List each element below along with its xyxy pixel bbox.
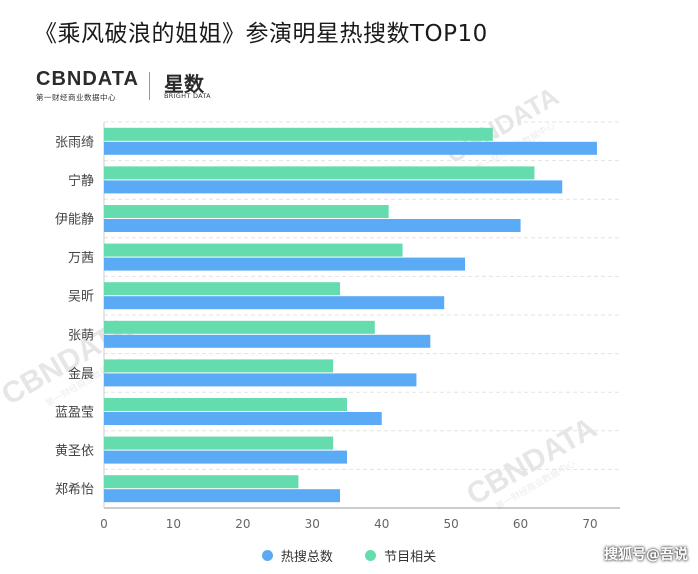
category-label: 郑希怡 (55, 483, 94, 498)
legend-item-total[interactable]: 热搜总数 (261, 546, 333, 565)
category-label: 黄圣依 (55, 444, 94, 459)
bar-program (104, 359, 334, 373)
category-label: 蓝盈莹 (55, 406, 94, 421)
legend-label-program: 节目相关 (384, 550, 437, 565)
bar-total (104, 334, 431, 348)
x-tick-label: 60 (513, 517, 528, 531)
x-tick-label: 50 (444, 517, 459, 531)
legend-label-total: 热搜总数 (280, 550, 333, 565)
bar-total (104, 412, 382, 425)
source-watermark: 搜狐号@吾说 (604, 547, 688, 563)
category-label: 伊能静 (55, 213, 94, 228)
category-label: 张萌 (68, 328, 94, 343)
bar-program (104, 398, 347, 411)
category-label: 宁静 (68, 173, 94, 189)
legend-swatch-total (261, 550, 273, 561)
bar-program (104, 127, 493, 141)
category-label: 金晨 (68, 366, 94, 382)
x-tick-label: 70 (582, 517, 597, 531)
logo-brand-sub: 第一财经商业数据中心 (36, 93, 116, 102)
bar-program (104, 205, 389, 218)
bar-total (104, 296, 445, 310)
category-label: 张雨绮 (55, 135, 94, 150)
legend-item-program[interactable]: 节目相关 (365, 546, 436, 565)
legend-swatch-program (365, 550, 377, 561)
logo-divider (149, 72, 150, 100)
category-label: 万茜 (68, 251, 94, 266)
logo-brand: CBNDATA (36, 68, 139, 90)
bar-program (104, 282, 341, 296)
x-tick-label: 0 (100, 517, 108, 531)
logo-product-sub: BRIGHT DATA (164, 92, 211, 100)
bar-program (104, 436, 334, 450)
bar-program (104, 166, 535, 180)
bar-program (104, 320, 375, 334)
bar-total (104, 180, 563, 194)
x-tick-label: 10 (166, 517, 181, 531)
chart-legend: 热搜总数 节目相关 (0, 546, 698, 565)
bar-total (104, 373, 417, 387)
bar-program (104, 475, 299, 489)
x-tick-label: 20 (235, 517, 250, 531)
bar-program (104, 243, 403, 257)
x-tick-label: 40 (374, 517, 389, 531)
bar-total (104, 257, 466, 271)
page-title: 《乘风破浪的姐姐》参演明星热搜数TOP10 (34, 21, 488, 47)
bar-total (104, 450, 347, 464)
bar-total (104, 489, 341, 503)
category-label: 吴昕 (68, 290, 94, 305)
x-tick-label: 30 (305, 517, 320, 531)
logo-product: 星数 (164, 72, 204, 96)
bar-total (104, 141, 597, 155)
bar-total (104, 219, 521, 232)
